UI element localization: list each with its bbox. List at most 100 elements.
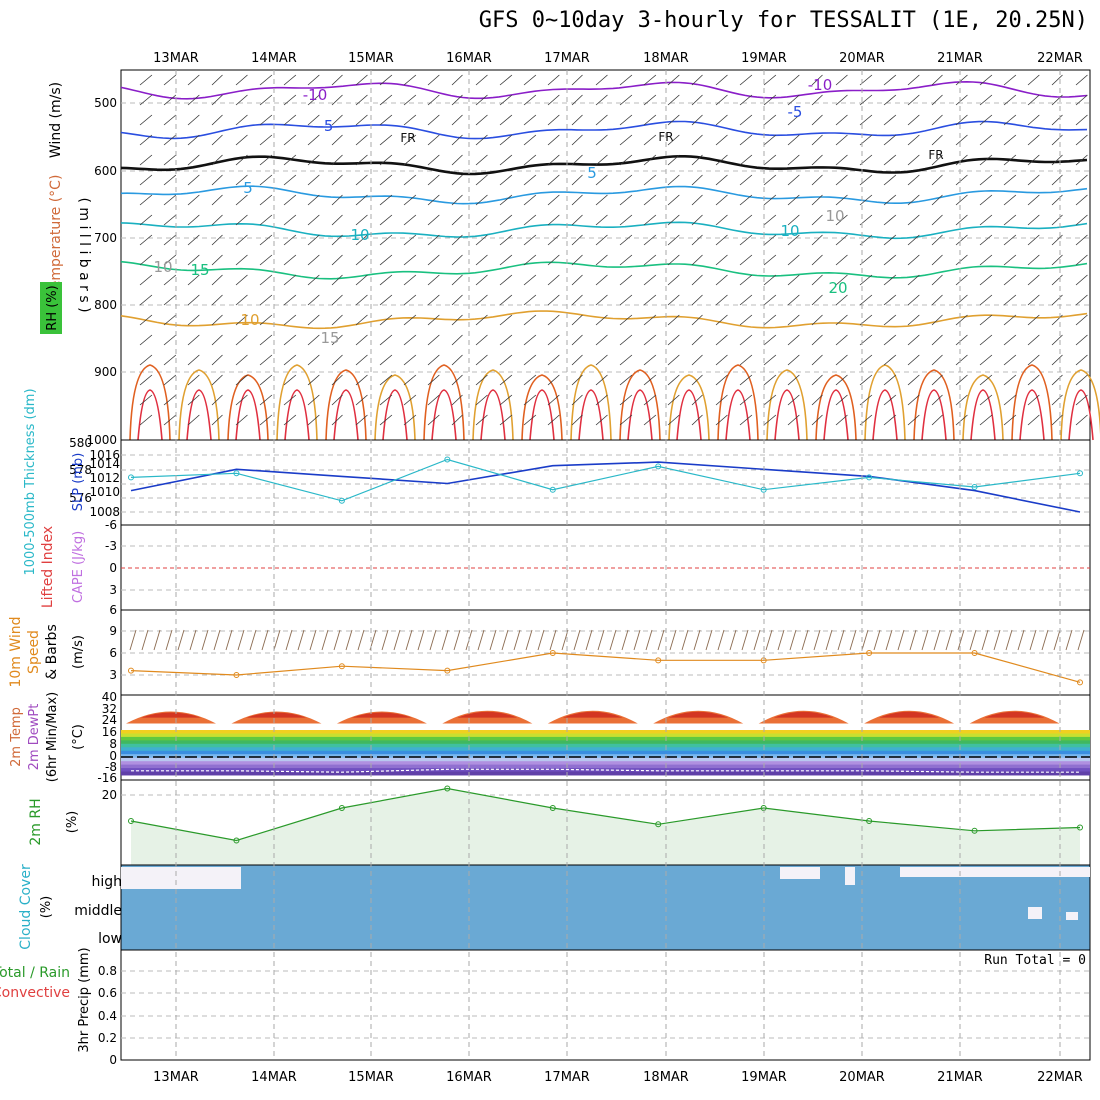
wind-barb xyxy=(571,394,583,406)
wind-barb xyxy=(643,414,657,426)
tick-label: -6 xyxy=(105,518,117,532)
wind-barb xyxy=(307,134,320,146)
wind-barb xyxy=(1003,134,1017,146)
wind-barb xyxy=(331,174,343,186)
wind-barb xyxy=(1075,154,1088,166)
rh-point xyxy=(338,805,345,811)
bottom-date-label: 19MAR xyxy=(741,1070,787,1085)
surface-wind-barb xyxy=(981,629,989,651)
wind-barb xyxy=(883,114,897,126)
wind-barb xyxy=(739,394,753,406)
cloud-gap xyxy=(121,867,241,889)
surface-wind-barb xyxy=(657,629,665,651)
wind-barb xyxy=(595,74,608,86)
wind-barb xyxy=(739,314,753,326)
wind-barb xyxy=(691,74,703,86)
wind-barb xyxy=(739,334,753,346)
wind-barb xyxy=(427,74,440,86)
surface-wind-barb xyxy=(177,629,185,651)
tick-label: 16 xyxy=(102,725,117,739)
wind-barb xyxy=(955,114,968,126)
wind-barb xyxy=(931,414,943,426)
wind10-label-3: & Barbs xyxy=(44,624,60,680)
wind-barb xyxy=(1003,414,1017,426)
wind-barb xyxy=(811,214,823,226)
wind-barb xyxy=(355,394,368,406)
wind-barb xyxy=(523,154,537,166)
wind-barb xyxy=(139,74,153,86)
wind-barb xyxy=(139,94,153,106)
wind-barb xyxy=(667,254,680,266)
wind-barb xyxy=(667,274,680,286)
wind-barb xyxy=(595,414,608,426)
wind-barb xyxy=(259,394,273,406)
wind-barb xyxy=(835,394,848,406)
wind-barb xyxy=(235,114,248,126)
wind-speed-point xyxy=(444,667,451,674)
surface-wind-barb xyxy=(309,629,317,651)
wind-barb xyxy=(571,214,583,226)
wind-barb xyxy=(643,254,657,266)
wind-barb xyxy=(403,74,417,86)
wind-barb xyxy=(427,174,440,186)
wind-barb xyxy=(139,334,153,346)
wind-barb xyxy=(499,294,513,306)
tick-label: 32 xyxy=(102,702,117,716)
wind-barb xyxy=(787,94,800,106)
wind-barb xyxy=(1027,254,1040,266)
wind-barb xyxy=(1051,214,1063,226)
wind-barb xyxy=(595,214,608,226)
wind-barb xyxy=(403,154,417,166)
wind-barb xyxy=(547,414,560,426)
wind-barb xyxy=(403,394,417,406)
cloud-gap xyxy=(1028,907,1042,919)
temperature-contour xyxy=(717,364,759,441)
wind-barb xyxy=(691,234,703,246)
wind-barb xyxy=(883,394,897,406)
wind-barb xyxy=(547,114,560,126)
wind-barb xyxy=(139,274,153,286)
wind10-unit: (m/s) xyxy=(71,635,86,669)
tick-label: 40 xyxy=(102,690,117,704)
tick-label: 24 xyxy=(102,713,117,727)
cloud-level-high: high xyxy=(91,874,122,890)
surface-wind-barb xyxy=(969,629,977,651)
temperature-contour xyxy=(1068,389,1094,441)
wind-barb xyxy=(667,214,680,226)
surface-wind-barb xyxy=(237,629,245,651)
wind-barb xyxy=(571,154,583,166)
wind-speed-series xyxy=(130,652,1081,683)
wind-barb xyxy=(283,354,297,366)
wind-barb xyxy=(763,374,777,386)
wind-barb xyxy=(595,134,608,146)
tick-label: 6 xyxy=(109,646,117,660)
surface-wind-barb xyxy=(1053,629,1061,651)
wind-barb xyxy=(499,394,513,406)
wind-barb xyxy=(715,394,728,406)
wind-barb xyxy=(475,414,488,426)
wind-barb xyxy=(427,234,440,246)
wind-barb xyxy=(427,354,440,366)
wind-barb xyxy=(1075,314,1088,326)
wind-barb xyxy=(907,234,920,246)
temperature-contour xyxy=(129,364,171,441)
surface-wind-barb xyxy=(585,629,593,651)
wind-barb xyxy=(1027,74,1040,86)
wind-barb xyxy=(811,294,823,306)
wind-barb xyxy=(379,374,393,386)
wind-barb xyxy=(787,134,800,146)
surface-wind-barb xyxy=(129,629,137,651)
tick-label: 3 xyxy=(109,583,117,597)
wind-barb xyxy=(547,374,560,386)
wind-barb xyxy=(643,94,657,106)
rh-point xyxy=(128,818,134,824)
bottom-date-label: 18MAR xyxy=(643,1070,689,1085)
wind-barb xyxy=(979,154,993,166)
wind-barb xyxy=(427,194,440,206)
wind-barb xyxy=(163,274,177,286)
wind-barb xyxy=(1051,74,1063,86)
wind-barb xyxy=(283,94,297,106)
rh-label: RH (%) xyxy=(45,285,60,330)
